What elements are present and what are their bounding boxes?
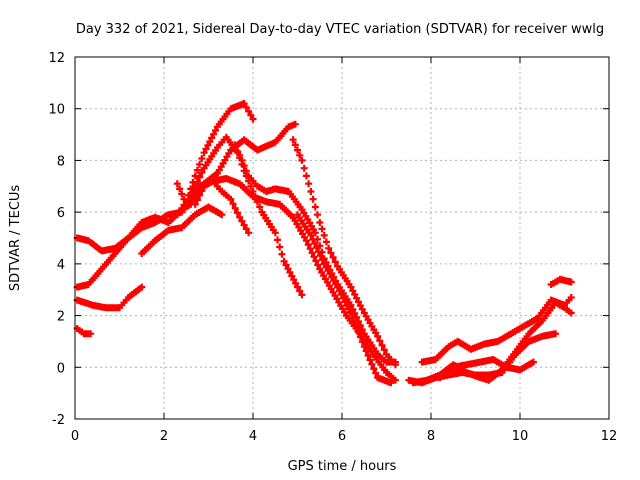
x-tick-label: 4 <box>249 429 257 444</box>
x-tick-label: 10 <box>512 429 529 444</box>
series-markers <box>73 283 146 312</box>
data-series <box>73 100 575 387</box>
series-markers <box>289 136 399 369</box>
series-track-15 <box>436 356 537 382</box>
y-tick-label: 10 <box>48 103 65 118</box>
series-track-4 <box>73 325 95 338</box>
series-markers <box>73 325 95 338</box>
y-tick-label: 8 <box>57 154 65 169</box>
series-markers <box>191 177 253 237</box>
x-tick-label: 8 <box>427 429 435 444</box>
y-tick-label: 2 <box>57 310 65 325</box>
series-markers <box>231 141 306 299</box>
series-track-9 <box>191 177 253 237</box>
series-track-16 <box>547 275 575 288</box>
series-track-7 <box>173 133 399 366</box>
series-track-3 <box>73 283 146 312</box>
series-markers <box>547 275 575 288</box>
chart-title: Day 332 of 2021, Sidereal Day-to-day VTE… <box>76 22 604 37</box>
y-axis-label: SDTVAR / TECUs <box>8 185 23 292</box>
y-tick-label: 4 <box>57 258 65 273</box>
series-track-10 <box>289 136 399 369</box>
series-markers <box>138 203 226 257</box>
series-track-11 <box>294 211 395 387</box>
x-tick-label: 6 <box>338 429 346 444</box>
axis-ticks: 0 2 4 6 8 10 12 -2 0 2 4 6 8 10 12 <box>48 51 617 444</box>
y-tick-label: 6 <box>57 206 65 221</box>
y-tick-label: -2 <box>52 413 65 428</box>
x-axis-label: GPS time / hours <box>288 459 397 474</box>
series-markers <box>173 133 399 366</box>
x-tick-label: 12 <box>601 429 618 444</box>
x-tick-label: 0 <box>71 429 79 444</box>
plot-frame <box>74 56 610 420</box>
series-track-8 <box>231 141 306 299</box>
series-markers <box>436 356 537 382</box>
x-tick-label: 2 <box>160 429 168 444</box>
series-markers <box>294 211 395 387</box>
series-track-5 <box>138 203 226 257</box>
y-tick-label: 12 <box>48 51 65 66</box>
y-tick-label: 0 <box>57 361 65 376</box>
